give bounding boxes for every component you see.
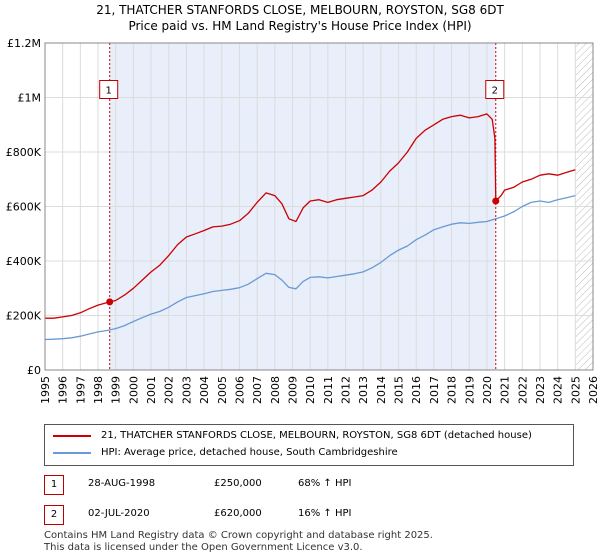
x-tick-label: 2007 <box>251 376 264 404</box>
legend-line-hpi <box>53 452 91 454</box>
x-tick-label: 2001 <box>145 376 158 404</box>
y-tick-label: £200K <box>6 310 42 323</box>
transaction-date: 28-AUG-1998 <box>88 478 156 489</box>
x-tick-label: 2003 <box>180 376 193 404</box>
y-tick-label: £800K <box>6 146 42 159</box>
x-tick-label: 2013 <box>357 376 370 404</box>
x-tick-label: 2008 <box>269 376 282 404</box>
x-tick-label: 1995 <box>39 376 52 404</box>
x-tick-label: 2015 <box>393 376 406 404</box>
property-price-line <box>45 113 576 319</box>
y-tick-label: £600K <box>6 201 42 214</box>
x-tick-label: 2002 <box>163 376 176 404</box>
sale-1-badge-label: 1 <box>106 86 112 97</box>
x-tick-label: 2022 <box>516 376 529 404</box>
x-tick-label: 2011 <box>322 376 335 404</box>
y-tick-label: £1.2M <box>7 37 41 50</box>
sale-2-badge <box>485 80 505 99</box>
transaction-row: 1 28-AUG-1998 £250,000 68% ↑ HPI <box>44 475 600 495</box>
transaction-price: £250,000 <box>214 478 262 489</box>
x-tick-label: 2019 <box>463 376 476 404</box>
x-tick-label: 2018 <box>446 376 459 404</box>
hpi-line <box>44 194 576 341</box>
chart-subtitle: Price paid vs. HM Land Registry's House … <box>128 19 472 33</box>
price-chart: 1 2 £0 £200K £400K £600K £800K £1M £1.2M 1995 199… <box>6 37 600 404</box>
x-tick-label: 2023 <box>534 376 547 404</box>
plot-frame <box>44 42 594 371</box>
transaction-date: 02-JUL-2020 <box>88 508 150 519</box>
transaction-price: £620,000 <box>214 508 262 519</box>
legend-line-property <box>53 435 91 437</box>
x-tick-label: 1997 <box>74 376 87 404</box>
x-tick-label: 2025 <box>569 376 582 404</box>
x-tick-label: 2021 <box>499 376 512 404</box>
transaction-badge: 2 <box>44 505 64 525</box>
x-tick-label: 2020 <box>481 376 494 404</box>
x-tick-label: 2000 <box>127 376 140 404</box>
sale-2-badge-label: 2 <box>492 86 498 97</box>
x-tick-label: 1998 <box>92 376 105 404</box>
x-tick-label: 2026 <box>587 376 600 404</box>
legend-label-hpi: HPI: Average price, detached house, Sout… <box>101 447 398 458</box>
x-tick-label: 2004 <box>198 376 211 404</box>
legend: 21, THATCHER STANFORDS CLOSE, MELBOURN, … <box>44 424 574 466</box>
sale-2-point <box>492 197 500 205</box>
x-tick-label: 2016 <box>410 376 423 404</box>
footer-line-1: Contains HM Land Registry data © Crown c… <box>44 530 433 541</box>
transaction-badge: 1 <box>44 475 64 495</box>
transaction-row: 2 02-JUL-2020 £620,000 16% ↑ HPI <box>44 505 600 525</box>
legend-label-property: 21, THATCHER STANFORDS CLOSE, MELBOURN, … <box>101 430 532 441</box>
y-tick-label: £0 <box>27 364 41 377</box>
x-tick-label: 2010 <box>304 376 317 404</box>
x-tick-label: 2006 <box>233 376 246 404</box>
y-tick-label: £1M <box>18 92 42 105</box>
sale-1-point <box>106 298 114 306</box>
x-tick-label: 2009 <box>286 376 299 404</box>
x-tick-label: 2017 <box>428 376 441 404</box>
chart-title: 21, THATCHER STANFORDS CLOSE, MELBOURN, … <box>96 3 504 17</box>
x-tick-label: 2024 <box>552 376 565 404</box>
x-tick-label: 2005 <box>216 376 229 404</box>
footer: Contains HM Land Registry data © Crown c… <box>44 530 433 554</box>
x-tick-label: 2012 <box>340 376 353 404</box>
x-tick-label: 1999 <box>110 376 123 404</box>
y-tick-label: £400K <box>6 255 42 268</box>
x-tick-label: 2014 <box>375 376 388 404</box>
footer-line-2: This data is licensed under the Open Gov… <box>44 542 363 553</box>
sale-1-badge <box>99 80 119 99</box>
transaction-hpi-change: 68% ↑ HPI <box>298 478 352 489</box>
x-tick-label: 1996 <box>57 376 70 404</box>
transaction-hpi-change: 16% ↑ HPI <box>298 508 352 519</box>
